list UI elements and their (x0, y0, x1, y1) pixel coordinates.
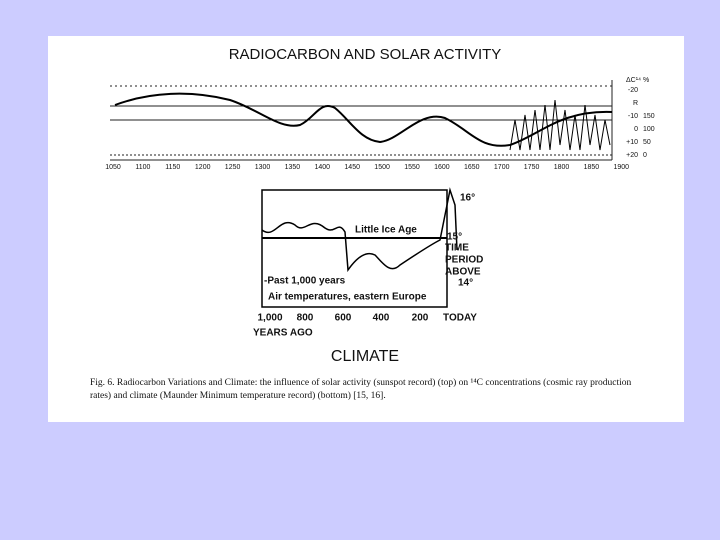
x-label: 1,000 (257, 313, 282, 324)
right-label: -10 (628, 113, 638, 120)
right-label: 150 (643, 113, 655, 120)
right-label: +20 (626, 152, 638, 159)
x-label: 1700 (494, 164, 510, 171)
x-label: 1500 (374, 164, 390, 171)
sunspot-curve (509, 99, 611, 151)
x-label: 1600 (434, 164, 450, 171)
annotation: TIME (445, 243, 469, 254)
x-label: 400 (373, 313, 390, 324)
x-label: 1450 (344, 164, 360, 171)
annotation: -Past 1,000 years (264, 276, 346, 287)
top-title: RADIOCARBON AND SOLAR ACTIVITY (229, 46, 502, 63)
x-label: 1050 (105, 164, 121, 171)
y-label: 15° (447, 232, 462, 243)
annotation: Little Ice Age (355, 225, 417, 236)
annotation: ABOVE (445, 267, 481, 278)
x-label: 1800 (554, 164, 570, 171)
y-label: 14° (458, 278, 473, 289)
radiocarbon-curve (114, 92, 613, 147)
x-label: 1850 (584, 164, 600, 171)
annotation: Air temperatures, eastern Europe (268, 292, 427, 303)
x-label: TODAY (443, 313, 477, 324)
right-label: R (633, 100, 638, 107)
x-label: 1650 (464, 164, 480, 171)
right-label: +10 (626, 139, 638, 146)
right-label: 100 (643, 126, 655, 133)
x-label: 200 (412, 313, 429, 324)
x-label: 1900 (614, 164, 630, 171)
x-label: 1550 (404, 164, 420, 171)
right-axis-title: ΔC¹⁴ % (626, 77, 649, 84)
x-label: 600 (335, 313, 352, 324)
annotation: PERIOD (445, 255, 483, 266)
bottom-title: CLIMATE (331, 348, 399, 365)
x-label: 1300 (255, 164, 271, 171)
caption-line: rates) and climate (Maunder Minimum temp… (90, 390, 386, 401)
x-label: 1750 (524, 164, 540, 171)
temperature-curve (261, 187, 458, 273)
x-label: 1400 (315, 164, 331, 171)
x-label: 800 (297, 313, 314, 324)
right-label: -20 (628, 87, 638, 94)
y-label: 16° (460, 193, 475, 204)
x-label: 1250 (225, 164, 241, 171)
caption-line: Fig. 6. Radiocarbon Variations and Clima… (90, 377, 632, 388)
x-label: 1150 (165, 164, 180, 171)
x-axis-title: YEARS AGO (253, 328, 313, 339)
x-label: 1200 (195, 164, 211, 171)
right-label: 0 (643, 152, 647, 159)
x-label: 1100 (135, 164, 150, 171)
bottom-chart-frame (261, 189, 448, 308)
right-label: 50 (643, 139, 651, 146)
top-chart-frame (110, 80, 613, 161)
x-label: 1350 (285, 164, 301, 171)
figure-panel (48, 36, 684, 422)
right-label: 0 (634, 126, 638, 133)
